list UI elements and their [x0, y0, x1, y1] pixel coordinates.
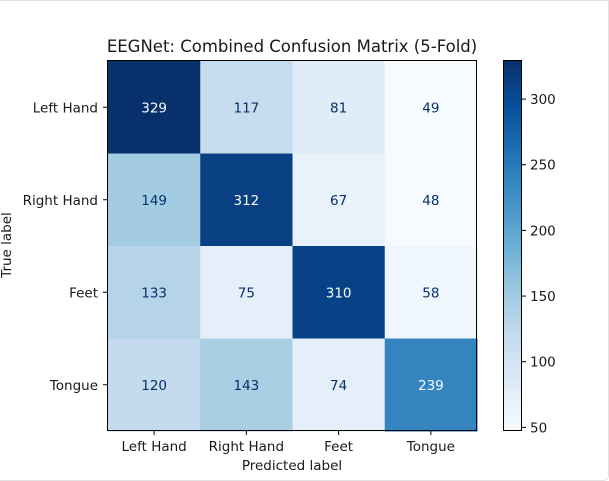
- y-axis-ticks: Left Hand Right Hand Feet Tongue: [23, 100, 107, 394]
- heatmap-cell: [108, 338, 201, 432]
- cell-value-label: 67: [330, 193, 347, 209]
- heatmap-cell: [384, 338, 478, 432]
- x-tick-label: Left Hand: [122, 439, 187, 455]
- plot-frame: [107, 60, 477, 431]
- heatmap-cells: [108, 61, 478, 432]
- cell-value-label: 49: [422, 100, 439, 116]
- y-tick-label: Tongue: [49, 378, 98, 394]
- cell-value-label: 48: [422, 193, 439, 209]
- cell-value-label: 120: [141, 378, 167, 394]
- cell-value-label: 117: [233, 100, 259, 116]
- heatmap-cell: [292, 153, 386, 247]
- x-axis-label: Predicted label: [242, 458, 342, 474]
- cell-value-label: 329: [141, 100, 167, 116]
- colorbar-tick-label: 150: [530, 289, 556, 305]
- cell-value-label: 239: [418, 378, 444, 394]
- heatmap-cell: [200, 153, 294, 247]
- cell-value-label: 310: [326, 285, 352, 301]
- cell-value-label: 133: [141, 285, 167, 301]
- cell-value-label: 312: [233, 193, 259, 209]
- colorbar-tick-label: 200: [530, 223, 556, 239]
- x-tick-label: Feet: [324, 439, 353, 455]
- colorbar-ticks: 50 100 150 200 250 300: [522, 92, 556, 436]
- x-tick-label: Right Hand: [209, 439, 284, 455]
- heatmap-cell: [108, 61, 201, 155]
- cell-value-label: 74: [330, 378, 347, 394]
- cell-value-label: 81: [330, 100, 347, 116]
- colorbar-tick-label: 250: [530, 158, 556, 174]
- cell-value-label: 58: [422, 285, 439, 301]
- cell-value-label: 75: [238, 285, 255, 301]
- chart-title: EEGNet: Combined Confusion Matrix (5-Fol…: [107, 37, 477, 56]
- heatmap-cell: [108, 153, 201, 247]
- heatmap-cell: [292, 338, 386, 432]
- colorbar-tick-label: 50: [530, 420, 547, 436]
- x-axis-ticks: Left Hand Right Hand Feet Tongue: [122, 431, 455, 455]
- y-tick-label: Left Hand: [33, 100, 98, 116]
- heatmap-cell: [200, 61, 294, 155]
- heatmap-cell: [384, 153, 478, 247]
- colorbar: [503, 60, 522, 431]
- x-tick-label: Tongue: [406, 439, 455, 455]
- heatmap-cell: [200, 338, 294, 432]
- cell-value-labels: 329 117 81 49 149 312 67 48 133 75 310 58 120 143 74 23…: [141, 100, 444, 394]
- heatmap-cell: [108, 246, 201, 340]
- y-axis-label: True label: [0, 212, 15, 279]
- y-tick-label: Feet: [69, 285, 98, 301]
- colorbar-tick-label: 100: [530, 355, 556, 371]
- colorbar-tick-label: 300: [530, 92, 556, 108]
- heatmap-cell: [292, 246, 386, 340]
- heatmap-cell: [384, 246, 478, 340]
- cell-value-label: 143: [233, 378, 259, 394]
- cell-value-label: 149: [141, 193, 167, 209]
- y-tick-label: Right Hand: [23, 193, 98, 209]
- heatmap-cell: [200, 246, 294, 340]
- heatmap-cell: [384, 61, 478, 155]
- heatmap-cell: [292, 61, 386, 155]
